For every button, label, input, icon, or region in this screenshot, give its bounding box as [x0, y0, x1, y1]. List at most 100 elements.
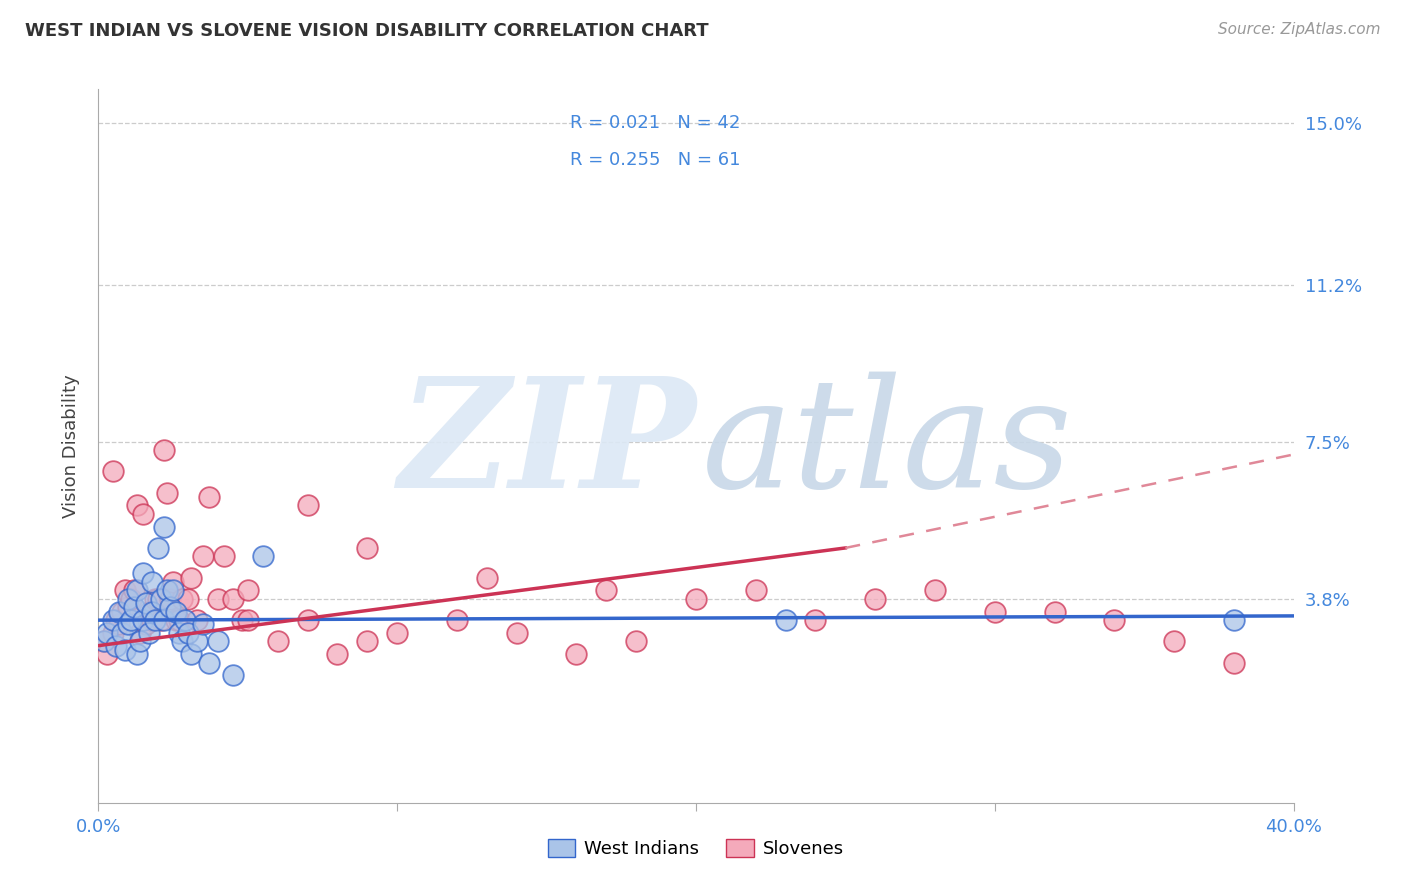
- Point: [105, 639, 128, 653]
- Point: [186, 634, 208, 648]
- Point: [165, 613, 187, 627]
- Point: [143, 613, 166, 627]
- Point: [162, 583, 184, 598]
- Point: [191, 617, 214, 632]
- Point: [595, 583, 617, 598]
- Point: [267, 634, 290, 648]
- Point: [297, 613, 319, 627]
- Point: [132, 566, 155, 581]
- Point: [222, 668, 245, 682]
- Point: [117, 617, 139, 632]
- Point: [191, 549, 214, 564]
- Point: [148, 541, 170, 555]
- Point: [865, 591, 887, 606]
- Point: [117, 600, 139, 615]
- Point: [506, 626, 529, 640]
- Point: [93, 634, 115, 648]
- Point: [135, 617, 157, 632]
- Point: [129, 634, 152, 648]
- Point: [129, 626, 152, 640]
- Point: [385, 626, 409, 640]
- Point: [775, 613, 797, 627]
- Point: [127, 647, 149, 661]
- Point: [924, 583, 946, 598]
- Point: [141, 605, 163, 619]
- Y-axis label: Vision Disability: Vision Disability: [62, 374, 80, 518]
- Point: [150, 613, 173, 627]
- Point: [174, 613, 197, 627]
- Point: [446, 613, 468, 627]
- Point: [745, 583, 768, 598]
- Point: [96, 647, 118, 661]
- Point: [127, 499, 149, 513]
- Point: [156, 583, 179, 598]
- Point: [180, 647, 202, 661]
- Point: [117, 591, 139, 606]
- Point: [167, 626, 190, 640]
- Point: [103, 626, 125, 640]
- Text: WEST INDIAN VS SLOVENE VISION DISABILITY CORRELATION CHART: WEST INDIAN VS SLOVENE VISION DISABILITY…: [25, 22, 709, 40]
- Text: R = 0.255   N = 61: R = 0.255 N = 61: [571, 152, 741, 169]
- Point: [138, 626, 160, 640]
- Point: [153, 613, 176, 627]
- Point: [356, 541, 378, 555]
- Text: R = 0.021   N = 42: R = 0.021 N = 42: [571, 114, 741, 132]
- Point: [475, 571, 498, 585]
- Legend: West Indians, Slovenes: West Indians, Slovenes: [541, 831, 851, 865]
- Point: [326, 647, 349, 661]
- Point: [111, 605, 134, 619]
- Point: [138, 605, 160, 619]
- Point: [124, 600, 146, 615]
- Point: [135, 596, 157, 610]
- Point: [141, 613, 163, 627]
- Point: [141, 574, 163, 589]
- Point: [198, 490, 221, 504]
- Point: [231, 613, 253, 627]
- Point: [207, 634, 229, 648]
- Point: [177, 591, 200, 606]
- Point: [1104, 613, 1126, 627]
- Point: [153, 443, 176, 458]
- Point: [1223, 613, 1246, 627]
- Point: [356, 634, 378, 648]
- Point: [212, 549, 235, 564]
- Point: [111, 626, 134, 640]
- Point: [114, 583, 136, 598]
- Point: [150, 591, 173, 606]
- Point: [1223, 656, 1246, 670]
- Point: [159, 600, 181, 615]
- Point: [177, 626, 200, 640]
- Point: [186, 613, 208, 627]
- Point: [105, 613, 128, 627]
- Point: [103, 465, 125, 479]
- Point: [1043, 605, 1066, 619]
- Point: [93, 634, 115, 648]
- Point: [180, 571, 202, 585]
- Point: [297, 499, 319, 513]
- Point: [165, 605, 187, 619]
- Point: [236, 613, 259, 627]
- Point: [148, 591, 170, 606]
- Point: [565, 647, 588, 661]
- Point: [96, 626, 118, 640]
- Point: [162, 574, 184, 589]
- Point: [207, 591, 229, 606]
- Point: [252, 549, 274, 564]
- Point: [626, 634, 648, 648]
- Point: [132, 507, 155, 521]
- Point: [167, 613, 190, 627]
- Point: [1163, 634, 1185, 648]
- Point: [159, 591, 181, 606]
- Point: [236, 583, 259, 598]
- Text: Source: ZipAtlas.com: Source: ZipAtlas.com: [1218, 22, 1381, 37]
- Point: [103, 613, 125, 627]
- Point: [984, 605, 1007, 619]
- Point: [108, 605, 131, 619]
- Point: [120, 613, 142, 627]
- Point: [124, 583, 146, 598]
- Point: [804, 613, 827, 627]
- Point: [198, 656, 221, 670]
- Point: [156, 485, 179, 500]
- Text: ZIP: ZIP: [398, 371, 696, 521]
- Point: [132, 613, 155, 627]
